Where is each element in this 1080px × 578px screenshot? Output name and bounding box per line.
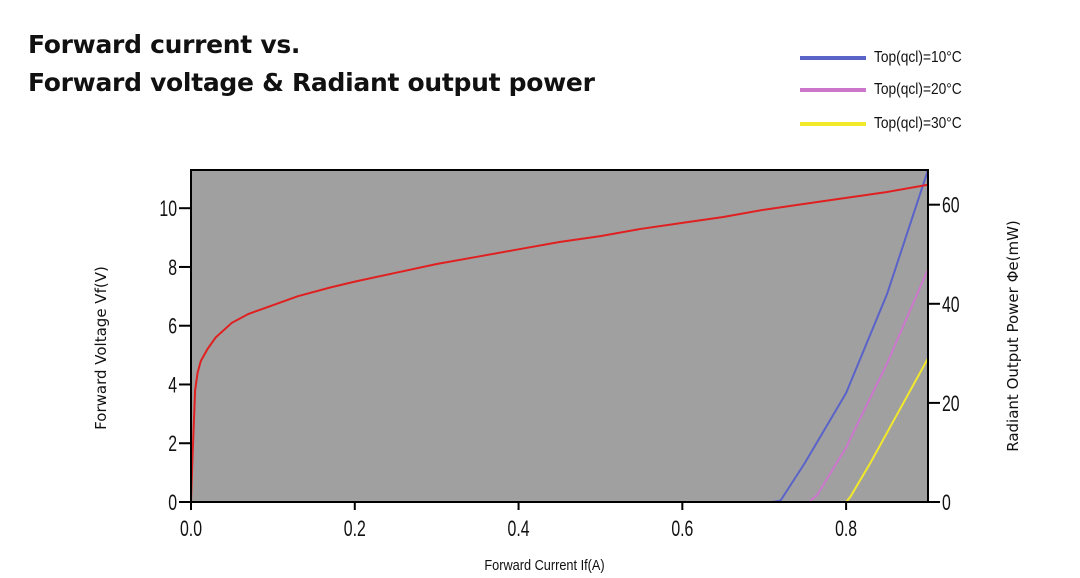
x-tick-label: 0.2 (344, 518, 366, 542)
x-tick-label: 0.0 (180, 518, 202, 542)
legend-swatch-30c (800, 122, 866, 126)
legend-label-20c: Top(qcl)=20°C (874, 81, 962, 98)
y-tick-label: 4 (168, 374, 177, 398)
series-line-10c (191, 170, 928, 502)
x-tick-label: 0.4 (508, 518, 530, 542)
chart-title-line-1: Forward current vs. (28, 30, 301, 59)
y2-tick-label: 0 (942, 492, 951, 516)
legend-entry-10c: Top(qcl)=10°C (800, 47, 976, 69)
legend-entry-20c: Top(qcl)=20°C (800, 79, 976, 101)
x-axis-label: Forward Current If(A) (484, 556, 604, 573)
series-line-30c (191, 357, 928, 502)
series-layer (191, 170, 928, 502)
y2-tick-label: 20 (942, 393, 960, 417)
chart-title-line-2: Forward voltage & Radiant output power (28, 68, 595, 97)
y-tick-label: 8 (168, 257, 177, 281)
forward-voltage-line (191, 183, 928, 502)
legend-label-30c: Top(qcl)=30°C (874, 115, 962, 132)
y-tick-label: 2 (168, 433, 177, 457)
x-tick-label: 0.6 (671, 518, 693, 542)
y2-tick-label: 60 (942, 194, 960, 218)
series-line-20c (191, 268, 928, 502)
y-tick-label: 0 (168, 492, 177, 516)
x-tick-label: 0.8 (835, 518, 857, 542)
y2-tick-label: 40 (942, 293, 960, 317)
legend-entry-30c: Top(qcl)=30°C (800, 113, 976, 135)
axes-layer: 0.0 0.2 0.4 0.6 0.8 0 2 4 6 8 10 0 20 40 60 (159, 194, 959, 541)
plot-area (191, 170, 928, 502)
y-tick-label: 10 (159, 198, 177, 222)
y-axis-label: Forward Voltage Vf(V) (92, 266, 110, 430)
plot-frame (190, 169, 929, 503)
legend-swatch-20c (800, 88, 866, 92)
legend-label-10c: Top(qcl)=10°C (874, 49, 962, 66)
y-tick-label: 6 (168, 315, 177, 339)
legend-swatch-10c (800, 56, 866, 60)
y2-axis-label: Radiant Output Power Φe(mW) (1004, 220, 1022, 452)
